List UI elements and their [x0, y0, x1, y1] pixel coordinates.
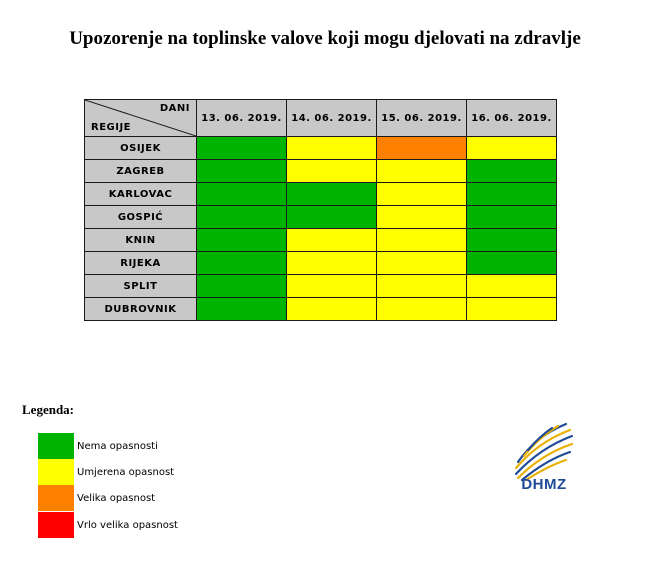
- warning-level-cell: [196, 274, 287, 298]
- legend-label: Velika opasnost: [77, 493, 156, 504]
- table-row: GOSPIĆ: [84, 205, 557, 229]
- region-label: DUBROVNIK: [84, 297, 197, 321]
- legend-label: Nema opasnosti: [77, 441, 158, 452]
- region-label: OSIJEK: [84, 136, 197, 160]
- table-row: RIJEKA: [84, 251, 557, 275]
- warning-level-cell: [286, 297, 377, 321]
- regions-axis-label: REGIJE: [91, 122, 132, 133]
- table-header-row: DANI REGIJE 13. 06. 2019. 14. 06. 2019. …: [84, 99, 557, 137]
- warning-level-cell: [286, 274, 377, 298]
- date-header: 16. 06. 2019.: [466, 99, 557, 137]
- dhmz-logo-text: DHMZ: [521, 476, 567, 493]
- legend-label: Umjerena opasnost: [77, 467, 175, 478]
- legend-label: Vrlo velika opasnost: [77, 520, 178, 531]
- warning-level-cell: [196, 136, 287, 160]
- region-label: KARLOVAC: [84, 182, 197, 206]
- warning-level-cell: [196, 297, 287, 321]
- table-row: KARLOVAC: [84, 182, 557, 206]
- legend-title: Legenda:: [22, 402, 74, 417]
- warning-level-cell: [286, 182, 377, 206]
- warning-level-cell: [376, 182, 467, 206]
- warning-level-cell: [466, 297, 557, 321]
- corner-diagonal-line: [85, 100, 196, 136]
- dhmz-logo-icon: [514, 422, 574, 482]
- warning-level-cell: [376, 251, 467, 275]
- legend-swatch: [38, 512, 74, 538]
- warning-level-cell: [466, 251, 557, 275]
- region-label: GOSPIĆ: [84, 205, 197, 229]
- warning-level-cell: [466, 274, 557, 298]
- warning-level-cell: [376, 205, 467, 229]
- table-row: OSIJEK: [84, 136, 557, 160]
- region-label: SPLIT: [84, 274, 197, 298]
- table-row: KNIN: [84, 228, 557, 252]
- warning-level-cell: [376, 136, 467, 160]
- warning-level-cell: [466, 228, 557, 252]
- warning-level-cell: [286, 136, 377, 160]
- warning-level-cell: [466, 159, 557, 183]
- days-axis-label: DANI: [159, 103, 190, 114]
- region-label: RIJEKA: [84, 251, 197, 275]
- warning-level-cell: [466, 136, 557, 160]
- warning-level-cell: [376, 159, 467, 183]
- date-header: 13. 06. 2019.: [196, 99, 287, 137]
- legend-swatch: [38, 433, 74, 459]
- table-body: OSIJEK ZAGREB KARLOVAC GOSPIĆ KNIN RIJEKA SPLI…: [84, 136, 557, 321]
- warning-level-cell: [196, 251, 287, 275]
- warning-level-cell: [376, 228, 467, 252]
- legend-swatch: [38, 485, 74, 511]
- table-row: ZAGREB: [84, 159, 557, 183]
- warning-level-cell: [286, 251, 377, 275]
- warning-level-cell: [376, 274, 467, 298]
- warning-level-cell: [286, 159, 377, 183]
- warning-level-cell: [196, 228, 287, 252]
- page-title: Upozorenje na toplinske valove koji mogu…: [69, 28, 581, 49]
- table-row: DUBROVNIK: [84, 297, 557, 321]
- warning-level-cell: [196, 182, 287, 206]
- date-header: 15. 06. 2019.: [376, 99, 467, 137]
- warning-level-cell: [286, 228, 377, 252]
- warning-level-cell: [196, 205, 287, 229]
- warning-level-cell: [196, 159, 287, 183]
- date-header: 14. 06. 2019.: [286, 99, 377, 137]
- table-corner-header: DANI REGIJE: [84, 99, 197, 137]
- region-label: ZAGREB: [84, 159, 197, 183]
- warning-level-cell: [286, 205, 377, 229]
- warning-level-cell: [376, 297, 467, 321]
- table-row: SPLIT: [84, 274, 557, 298]
- heatwave-warning-table: DANI REGIJE 13. 06. 2019. 14. 06. 2019. …: [84, 99, 557, 321]
- warning-level-cell: [466, 205, 557, 229]
- legend-swatch: [38, 459, 74, 485]
- warning-level-cell: [466, 182, 557, 206]
- region-label: KNIN: [84, 228, 197, 252]
